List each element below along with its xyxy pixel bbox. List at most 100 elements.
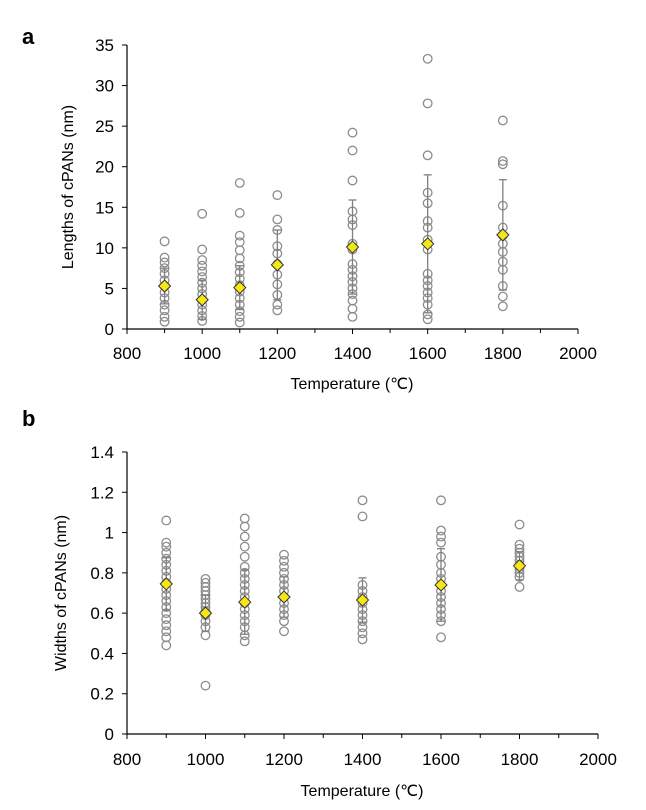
panel-a-x-ticks: 800 1000 1200 1400 1600 1800 2000 (113, 329, 597, 363)
panel-a-data-point (159, 252, 170, 263)
panel-b-points (161, 495, 525, 691)
panel-a-x-tick-label: 800 (113, 344, 141, 363)
panel-b-mean-marker (434, 578, 448, 592)
panel-b-data-point (239, 541, 250, 552)
panel-b-mean-marker (159, 577, 173, 591)
panel-b-mean-marker (238, 595, 252, 609)
panel-a-data-point (234, 245, 245, 256)
panel-b-y-tick-label: 1.2 (90, 483, 114, 502)
panel-b-x-tick-label: 1800 (501, 750, 539, 769)
panel-b-data-point (239, 531, 250, 542)
panel-b-x-axis-title: Temperature (℃) (301, 783, 424, 800)
panel-b-data-point (436, 531, 446, 542)
panel-b-error-bars (162, 548, 524, 635)
panel-a-data-point (197, 208, 208, 219)
panel-b-data-point (161, 620, 172, 631)
panel-b-y-tick-label: 0.2 (90, 685, 114, 704)
panel-b-data-point (279, 626, 289, 637)
panel-a-data-point (159, 236, 170, 247)
panel-a-mean-marker (345, 240, 360, 254)
panel-b-data-point (200, 630, 211, 641)
panel-a-data-point (497, 291, 508, 302)
panel-b-y-ticks: 0 0.2 0.4 0.6 0.8 1 1.2 1.4 (90, 443, 127, 744)
panel-a-data-point (347, 127, 358, 138)
panel-b-data-point (161, 515, 172, 526)
panel-a-points (159, 53, 508, 328)
panel-a-data-point (234, 230, 245, 241)
panel-a-mean-marker (157, 279, 172, 293)
panel-a-y-tick-label: 0 (105, 320, 114, 339)
panel-a-data-point (347, 295, 358, 306)
panel-b-x-tick-label: 1200 (265, 750, 303, 769)
panel-b-mean-marker (355, 593, 370, 607)
panel-a-x-tick-label: 1800 (484, 344, 522, 363)
panel-b-data-point (161, 547, 172, 558)
panel-b-label: b (22, 406, 35, 431)
panel-a-data-point (497, 156, 508, 166)
panel-b-data-point (436, 632, 446, 643)
panel-a-x-tick-label: 2000 (559, 344, 597, 363)
panel-b-data-point (161, 632, 172, 643)
panel-b-y-tick-label: 0 (105, 725, 114, 744)
panel-b-data-point (161, 640, 172, 651)
panel-a-y-tick-label: 5 (105, 279, 114, 298)
panel-b-data-point (514, 582, 525, 592)
panel-b-data-point (161, 626, 172, 637)
panel-b-y-tick-label: 0.6 (90, 604, 114, 623)
panel-a-data-point (347, 175, 358, 186)
panel-b-data-point (200, 680, 211, 691)
panel-b-data-point (357, 511, 368, 522)
panel-a-data-point (272, 190, 283, 201)
panel-b: b Widths of cPANs (nm) Temperature (℃) 8… (22, 406, 617, 800)
panel-a-error-bars (160, 174, 507, 320)
panel-a-y-ticks: 0 5 10 15 20 25 30 35 (95, 36, 127, 339)
panel-b-x-tick-label: 1600 (422, 750, 460, 769)
panel-a-data-point (234, 311, 245, 322)
panel-b-data-point (279, 561, 289, 572)
panel-b-y-axis-title: Widths of cPANs (nm) (53, 515, 70, 671)
panel-a-data-point (497, 115, 508, 126)
panel-b-y-tick-label: 1.4 (90, 443, 114, 462)
panel-a-y-tick-label: 10 (95, 239, 114, 258)
panel-b-data-point (161, 614, 172, 625)
panel-b-data-point (357, 495, 368, 506)
panel-b-data-point (357, 622, 368, 633)
panel-a-x-axis-title: Temperature (℃) (291, 376, 414, 393)
panel-b-data-point (239, 521, 250, 532)
panel-b-x-tick-label: 800 (113, 750, 141, 769)
panel-a-data-point (347, 145, 358, 156)
panel-a: a Lengths of cPANs (nm) Temperature (℃) … (22, 24, 597, 393)
panel-a-data-point (422, 53, 433, 64)
panel-a-data-point (159, 305, 170, 316)
panel-a-y-axis-title: Lengths of cPANs (nm) (60, 105, 77, 269)
panel-a-data-point (234, 208, 245, 218)
panel-a-data-point (159, 257, 170, 268)
panel-a-data-point (197, 244, 208, 255)
panel-a-x-tick-label: 1600 (409, 344, 447, 363)
panel-b-y-tick-label: 0.4 (90, 644, 114, 663)
panel-a-data-point (422, 314, 433, 325)
panel-a-means (157, 228, 510, 307)
panel-a-data-point (272, 214, 283, 225)
panel-a-data-point (422, 150, 433, 161)
panel-a-y-tick-label: 25 (95, 117, 114, 136)
panel-a-mean-marker (270, 258, 285, 272)
panel-b-data-point (436, 495, 446, 506)
panel-a-mean-marker (496, 228, 510, 242)
panel-a-data-point (159, 316, 170, 327)
panel-a-y-tick-label: 30 (95, 77, 114, 96)
panel-b-x-ticks: 800 1000 1200 1400 1600 1800 2000 (113, 734, 617, 769)
panel-b-data-point (279, 549, 289, 560)
panel-b-data-point (239, 636, 250, 647)
panel-a-mean-marker (195, 293, 209, 307)
panel-b-data-point (279, 616, 289, 627)
panel-a-data-point (347, 311, 358, 322)
panel-a-x-tick-label: 1400 (334, 344, 372, 363)
panel-b-y-tick-label: 0.8 (90, 564, 114, 583)
panel-a-data-point (197, 266, 208, 277)
panel-b-x-tick-label: 1400 (344, 750, 382, 769)
panel-a-label: a (22, 24, 35, 49)
panel-a-data-point (497, 159, 508, 170)
panel-b-data-point (357, 628, 368, 639)
